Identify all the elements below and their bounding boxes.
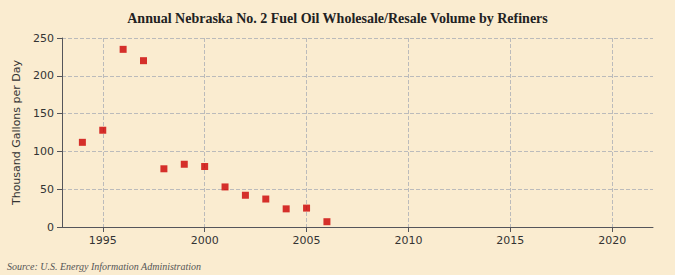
svg-text:2015: 2015 bbox=[496, 234, 524, 247]
svg-text:250: 250 bbox=[33, 32, 54, 45]
svg-text:200: 200 bbox=[33, 69, 54, 82]
svg-text:Annual Nebraska No. 2 Fuel Oil: Annual Nebraska No. 2 Fuel Oil Wholesale… bbox=[127, 11, 548, 26]
svg-text:2010: 2010 bbox=[394, 234, 422, 247]
svg-text:0: 0 bbox=[47, 221, 54, 234]
svg-text:Thousand Gallons per Day: Thousand Gallons per Day bbox=[10, 59, 23, 206]
svg-text:150: 150 bbox=[33, 107, 54, 120]
svg-text:2000: 2000 bbox=[191, 234, 219, 247]
svg-text:Source: U.S. Energy Informatio: Source: U.S. Energy Information Administ… bbox=[7, 261, 201, 272]
svg-text:100: 100 bbox=[33, 145, 54, 158]
svg-text:2020: 2020 bbox=[598, 234, 626, 247]
svg-text:50: 50 bbox=[40, 183, 54, 196]
svg-text:1995: 1995 bbox=[89, 234, 117, 247]
svg-text:2005: 2005 bbox=[293, 234, 321, 247]
